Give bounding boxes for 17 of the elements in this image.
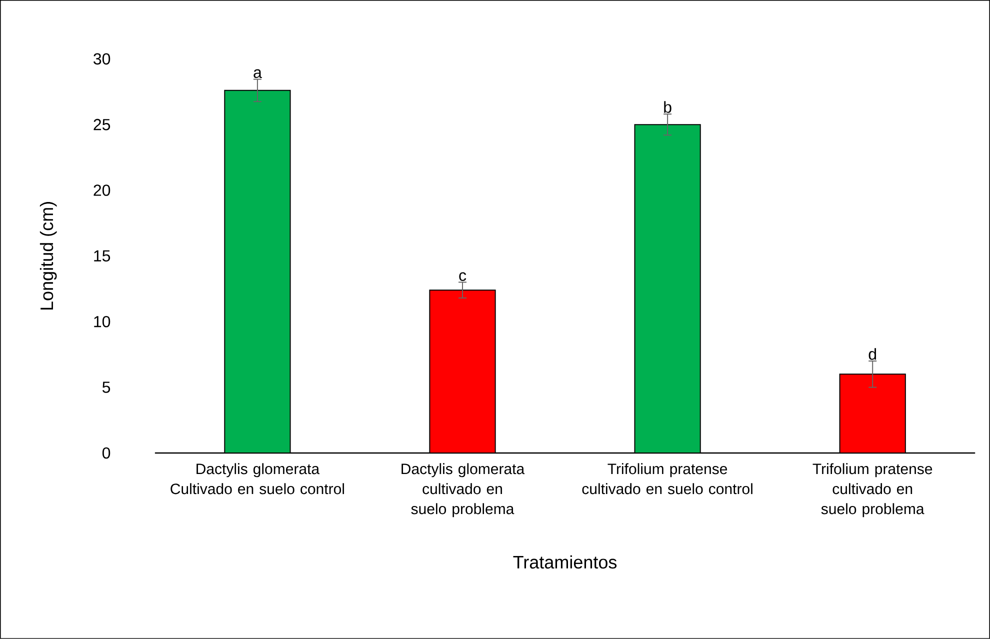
x-tick-label: Dactylis glomerata cultivado en suelo problema [402,463,525,518]
x-tick-label: Trifolium pratense cultivado en suelo control [582,463,752,494]
y-tick-label: 0 [102,447,110,459]
y-tick-label: 15 [94,250,110,262]
y-axis-title: Longitud (cm) [40,202,57,310]
x-tick-label: Trifolium pratense cultivado en suelo problema [812,463,932,518]
y-tick-label: 5 [102,382,110,393]
annotation: b [664,101,672,113]
x-tick-label: Dactylis glomerata Cultivado en suelo control [170,463,344,494]
y-tick-label: 30 [94,53,110,65]
y-tick-label: 25 [94,118,110,130]
annotation: a [254,69,262,78]
annotation: c [459,272,466,282]
y-tick-label: 20 [94,184,110,196]
annotation: d [868,348,876,360]
x-axis-title: Tratamientos [513,555,617,569]
y-tick-label: 10 [94,316,110,328]
